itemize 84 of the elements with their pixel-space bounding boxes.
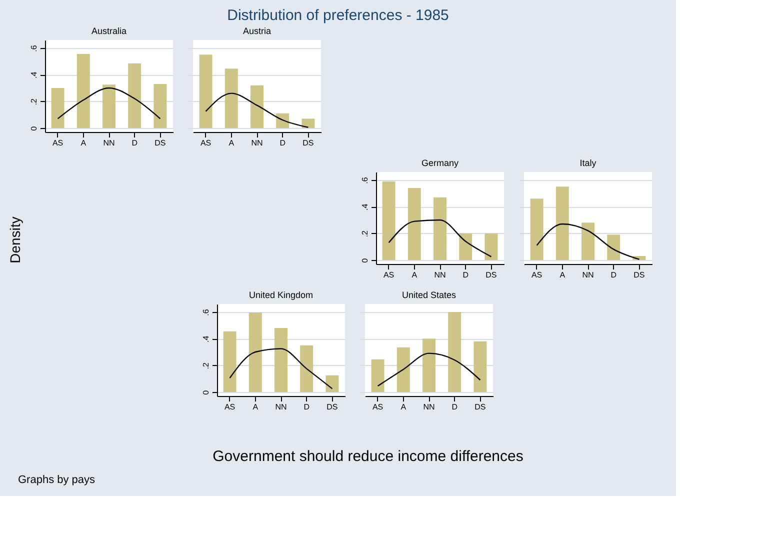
bar [607, 234, 620, 260]
x-tick-label: D [304, 402, 310, 412]
chart-subtitle: Australia [91, 26, 127, 36]
y-tick-label: 0 [360, 258, 370, 263]
x-tick-label: A [252, 402, 259, 412]
bar [199, 54, 212, 128]
x-tick-label: A [560, 270, 566, 280]
chart-subtitle: United Kingdom [248, 290, 314, 300]
y-tick-label: .6 [360, 176, 370, 184]
chart-subtitle: United States [402, 290, 457, 300]
bar [422, 338, 436, 392]
bar [448, 312, 462, 392]
bar [302, 118, 315, 128]
bar [434, 197, 446, 260]
line-series [57, 87, 161, 120]
x-tick-label: AS [531, 270, 542, 280]
x-tick-label: D [452, 402, 458, 412]
x-tick-label: DS [486, 270, 497, 280]
line-series [229, 348, 333, 390]
y-tick-label: .2 [30, 98, 38, 106]
bar [484, 233, 498, 260]
bar [223, 331, 236, 392]
x-tick-label: A [228, 138, 235, 148]
bar [51, 88, 64, 128]
x-tick-label: AS [224, 402, 236, 412]
bar [530, 198, 544, 260]
line-series [388, 219, 492, 258]
y-tick-label: .4 [30, 71, 38, 79]
y-tick-label: 0 [30, 126, 38, 131]
bar [556, 186, 569, 260]
x-tick-label: NN [582, 270, 594, 280]
x-tick-label: NN [275, 402, 287, 412]
bar [459, 233, 472, 260]
bar [396, 347, 410, 392]
chart-subtitle: Germany [421, 158, 460, 168]
x-tick-label: DS [634, 270, 645, 280]
y-tick-label: .4 [360, 203, 370, 211]
bar [408, 188, 421, 260]
x-tick-label: DS [326, 402, 338, 412]
x-tick-label: A [412, 270, 418, 280]
bar [250, 85, 264, 128]
y-tick-label: .2 [360, 230, 370, 238]
x-tick-label: A [400, 402, 407, 412]
bar [582, 222, 594, 260]
bar [300, 345, 314, 392]
bar [224, 68, 238, 128]
x-tick-label: AS [372, 402, 384, 412]
chart-subtitle: Austria [242, 26, 272, 36]
chart-subtitle: Italy [580, 158, 597, 168]
x-tick-label: NN [251, 138, 263, 148]
bar [274, 328, 288, 392]
y-tick-label: .4 [202, 335, 210, 343]
x-tick-label: AS [200, 138, 212, 148]
y-tick-label: .6 [202, 308, 210, 316]
x-tick-label: D [132, 138, 138, 148]
bar [382, 181, 396, 260]
y-tick-label: .2 [202, 362, 210, 370]
x-tick-label: D [280, 138, 286, 148]
x-tick-label: NN [423, 402, 435, 412]
x-tick-label: DS [474, 402, 486, 412]
text: Distribution of preferences - 1985 [227, 7, 449, 24]
bar [326, 375, 339, 392]
x-tick-label: DS [302, 138, 314, 148]
x-tick-label: D [610, 270, 617, 280]
bar [102, 84, 116, 128]
y-tick-label: .6 [30, 44, 38, 52]
text: Density [7, 216, 23, 264]
text: Government should reduce income differences [212, 448, 524, 465]
text: Graphs by pays [18, 474, 96, 486]
bar [276, 113, 290, 128]
x-tick-label: NN [434, 270, 446, 280]
x-tick-label: AS [52, 138, 64, 148]
bar [371, 359, 384, 392]
bar [474, 341, 487, 392]
y-tick-label: 0 [202, 390, 210, 395]
bar [76, 54, 90, 128]
x-tick-label: DS [154, 138, 166, 148]
x-tick-label: AS [383, 270, 394, 280]
x-tick-label: D [462, 270, 469, 280]
x-tick-label: A [80, 138, 87, 148]
bar [154, 84, 167, 128]
bar [248, 312, 262, 392]
bar [128, 63, 142, 128]
x-tick-label: NN [103, 138, 115, 148]
